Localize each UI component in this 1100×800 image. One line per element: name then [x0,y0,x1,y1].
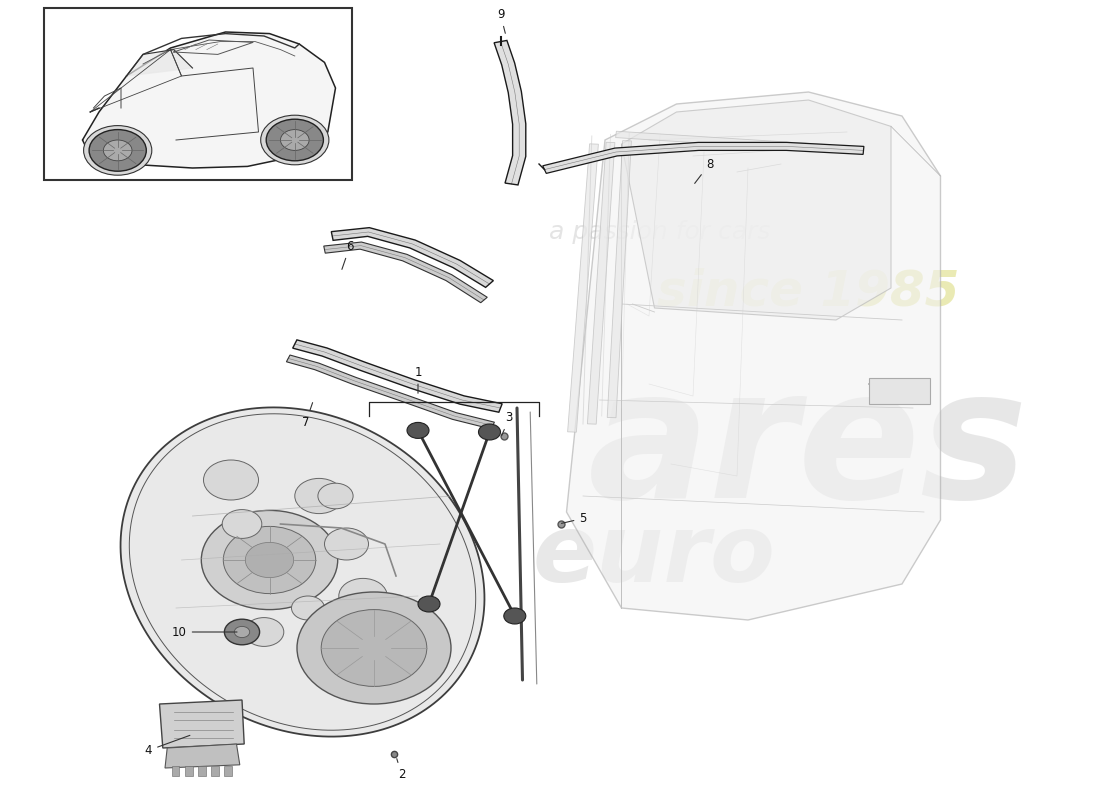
Circle shape [478,424,500,440]
Text: 5: 5 [561,512,586,525]
Text: 1: 1 [415,366,421,394]
Text: since 1985: since 1985 [658,268,959,316]
Text: 2: 2 [397,758,405,781]
Text: 9: 9 [497,8,505,34]
Circle shape [504,608,526,624]
Polygon shape [323,242,487,302]
Polygon shape [542,142,864,174]
Text: 6: 6 [342,240,353,270]
Polygon shape [607,141,631,418]
Text: 3: 3 [502,411,513,436]
Polygon shape [331,228,494,287]
Polygon shape [568,144,598,432]
Polygon shape [566,92,940,620]
Polygon shape [621,100,891,320]
Circle shape [292,596,324,620]
Circle shape [266,119,323,161]
Bar [224,766,232,776]
Polygon shape [165,744,240,768]
Polygon shape [121,407,484,737]
Text: ares: ares [588,360,1028,536]
Text: 7: 7 [302,402,312,429]
Polygon shape [126,50,192,76]
Circle shape [418,596,440,612]
Polygon shape [160,700,244,748]
Text: euro: euro [534,510,776,602]
Circle shape [295,478,343,514]
Bar [869,378,929,404]
Bar [172,766,179,776]
Circle shape [324,528,369,560]
Polygon shape [293,340,503,412]
Circle shape [89,130,146,171]
Circle shape [407,422,429,438]
Circle shape [280,130,309,150]
Circle shape [223,526,316,594]
Text: 8: 8 [695,158,713,183]
Circle shape [318,483,353,509]
Polygon shape [587,142,615,424]
Polygon shape [82,32,336,168]
Polygon shape [494,41,526,185]
Circle shape [244,618,284,646]
Circle shape [321,610,427,686]
Bar [198,766,206,776]
Circle shape [261,115,329,165]
Text: a passion for cars: a passion for cars [549,220,771,244]
Bar [185,766,192,776]
Circle shape [201,510,338,610]
Circle shape [297,592,451,704]
Text: 10: 10 [172,626,236,638]
Circle shape [224,619,260,645]
Bar [211,766,219,776]
Circle shape [339,578,387,614]
Circle shape [222,510,262,538]
Circle shape [204,460,258,500]
Polygon shape [616,131,830,151]
Polygon shape [286,355,494,429]
Circle shape [234,626,250,638]
Circle shape [84,126,152,175]
Text: 4: 4 [145,735,190,757]
Circle shape [245,542,294,578]
Circle shape [103,140,132,161]
Bar [44,8,352,180]
